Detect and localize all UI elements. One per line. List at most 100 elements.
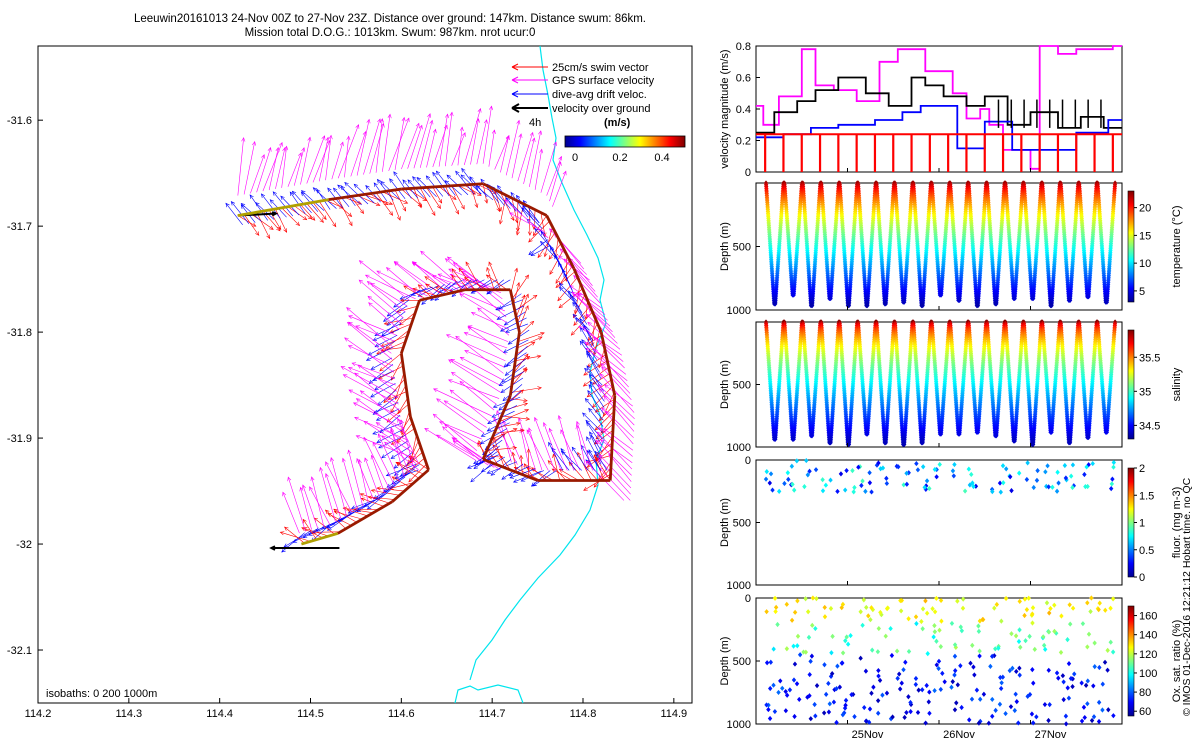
swim-vector	[486, 274, 508, 290]
drift-vector-head	[455, 170, 460, 176]
swim-vector-head	[385, 344, 390, 349]
swim-vector	[300, 204, 316, 221]
drift-vector-head	[269, 199, 275, 204]
gps-vector	[552, 171, 567, 207]
gps-vector-head	[509, 212, 514, 217]
swim-vector-head	[402, 206, 407, 212]
swim-vector	[553, 454, 560, 481]
gps-vector	[476, 119, 487, 165]
gps-vector-head	[400, 419, 404, 425]
gps-vector	[604, 384, 633, 407]
swim-vector	[512, 368, 528, 381]
gps-vector-head	[358, 279, 364, 284]
swim-vector	[306, 203, 324, 223]
drift-vector	[504, 311, 526, 326]
swim-vector-head	[519, 454, 524, 460]
profile-point	[994, 301, 999, 307]
gps-vector-head	[461, 132, 466, 137]
drift-vector-head	[589, 431, 594, 436]
gps-vector	[511, 133, 522, 179]
swim-vector	[524, 463, 535, 480]
gps-vector	[365, 274, 416, 300]
gps-vector-head	[370, 454, 375, 460]
swim-vector	[486, 267, 495, 290]
gps-vector-head	[344, 337, 349, 342]
gps-vector-head	[516, 119, 521, 125]
drift-vector-head	[496, 316, 502, 320]
swim-vector-head	[471, 190, 477, 195]
drift-vector	[486, 279, 505, 295]
drift-vector	[289, 191, 306, 215]
track-segment	[301, 532, 339, 546]
swim-vector-head	[548, 255, 553, 260]
gps-vector	[363, 421, 413, 453]
swim-vector-head	[496, 207, 501, 213]
drift-vector-head	[586, 421, 591, 427]
swim-vector-head	[551, 468, 557, 473]
track-segment	[391, 468, 430, 503]
gps-vector-head	[393, 261, 399, 266]
gps-vector-head	[381, 435, 386, 440]
title-line2: Mission total D.O.G.: 1013km. Swum: 987k…	[245, 27, 536, 39]
swim-vector-head	[388, 211, 394, 216]
gps-vector	[518, 417, 537, 471]
cb-tick-label: 20	[1139, 203, 1151, 215]
drift-vector	[400, 288, 427, 300]
map-ytick-label: -31.6	[7, 115, 32, 127]
gps-vector	[578, 326, 623, 356]
drift-vector	[374, 402, 399, 414]
swim-vector-head	[383, 201, 389, 205]
swim-vector-head	[594, 408, 600, 413]
gps-vector	[337, 124, 359, 179]
drift-vector	[582, 412, 603, 434]
drift-vector-head	[350, 505, 356, 510]
swim-vector-head	[403, 199, 409, 204]
drift-vector	[583, 324, 595, 348]
swim-vector	[383, 378, 406, 403]
drift-vector	[589, 431, 603, 452]
swim-vector	[588, 341, 604, 353]
gps-vector	[358, 279, 404, 319]
swim-vector-head	[418, 203, 422, 209]
drift-vector	[589, 381, 605, 402]
gps-vector	[593, 337, 625, 369]
gps-vector-head	[252, 141, 257, 146]
gps-vector-head	[598, 427, 604, 432]
drift-vector	[548, 442, 564, 471]
swim-vector	[408, 456, 429, 471]
gps-vector-head	[593, 336, 598, 342]
swim-vector	[319, 201, 337, 227]
swim-vector	[510, 268, 518, 293]
drift-vector	[351, 499, 377, 509]
swim-vector-head	[463, 277, 469, 282]
gps-vector-head	[299, 486, 304, 492]
swim-vector-head	[525, 416, 531, 421]
gps-vector-head	[377, 433, 382, 438]
gps-vector	[464, 332, 508, 349]
gps-vector	[364, 457, 380, 497]
gps-vector-head	[483, 119, 488, 124]
gps-vector	[549, 428, 568, 471]
swim-vector-head	[520, 428, 525, 433]
gps-vector	[599, 388, 635, 426]
gps-vector	[368, 302, 400, 330]
drift-vector	[449, 279, 479, 292]
gps-vector	[534, 417, 555, 471]
drift-vector	[292, 528, 317, 543]
gps-vector-head	[347, 345, 353, 349]
swim-vector-head	[529, 320, 535, 326]
scatter-ytick-label: 1000	[727, 442, 751, 454]
profile-point	[902, 299, 907, 305]
gps-vector-head	[502, 420, 507, 425]
drift-vector-head	[575, 317, 580, 323]
swim-vector	[403, 285, 426, 300]
gps-vector-head	[450, 358, 455, 363]
gps-vector	[448, 379, 500, 399]
swim-vector	[555, 271, 576, 288]
gps-vector	[444, 424, 480, 446]
gps-vector-head	[355, 435, 361, 439]
gps-vector	[471, 312, 509, 330]
drift-vector-head	[561, 450, 566, 456]
legend-swim: 25cm/s swim vector	[552, 62, 649, 74]
